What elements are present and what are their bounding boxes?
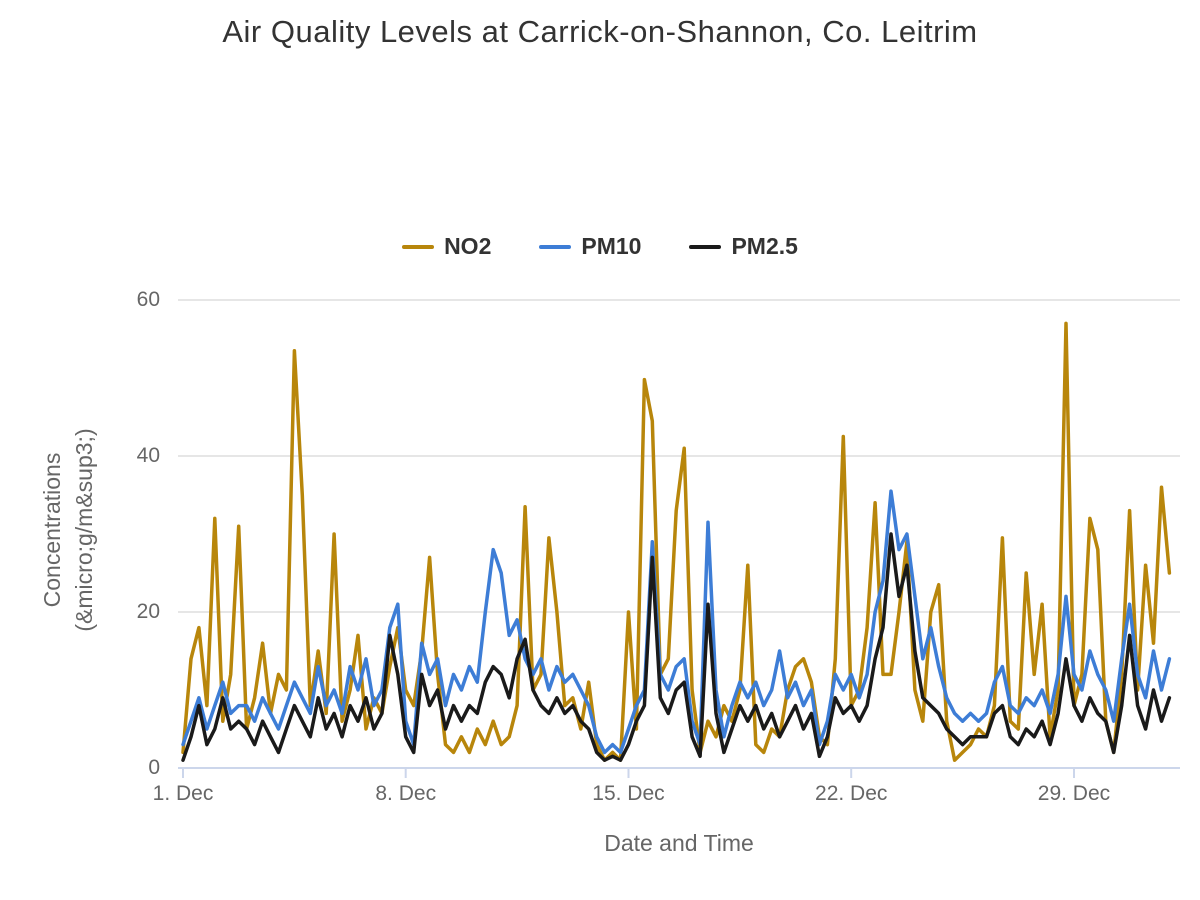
x-tick-label-2: 8. Dec — [375, 782, 437, 805]
legend-swatch-icon — [539, 244, 572, 249]
y-tick-label-60: 60 — [136, 288, 160, 311]
legend-item-pm10[interactable]: PM10 — [539, 233, 641, 260]
legend-item-pm25[interactable]: PM2.5 — [689, 233, 798, 260]
x-axis — [178, 767, 1180, 778]
legend-label: PM2.5 — [731, 233, 798, 259]
x-tick-label-4: 22. Dec — [815, 782, 888, 805]
legend-label: NO2 — [444, 233, 492, 259]
legend-swatch-icon — [689, 244, 722, 249]
y-tick-label-40: 40 — [136, 444, 160, 467]
x-axis-title: Date and Time — [604, 830, 754, 856]
x-tick-label-5: 29. Dec — [1037, 782, 1111, 805]
legend-swatch-icon — [402, 244, 435, 249]
series-line-no2[interactable] — [181, 321, 1172, 762]
y-tick-label-0: 0 — [148, 756, 160, 779]
series-lines — [181, 321, 1172, 762]
legend: NO2 PM10 PM2.5 — [0, 233, 1200, 260]
legend-label: PM10 — [581, 233, 642, 259]
y-tick-label-20: 20 — [136, 600, 160, 623]
gridlines — [178, 299, 1180, 613]
series-line-pm25[interactable] — [181, 532, 1172, 762]
legend-item-no2[interactable]: NO2 — [402, 233, 491, 260]
x-tick-label-1: 1. Dec — [152, 782, 214, 805]
x-tick-label-3: 15. Dec — [592, 782, 665, 805]
chart-title: Air Quality Levels at Carrick-on-Shannon… — [222, 14, 978, 49]
series-line-pm10[interactable] — [181, 489, 1172, 755]
